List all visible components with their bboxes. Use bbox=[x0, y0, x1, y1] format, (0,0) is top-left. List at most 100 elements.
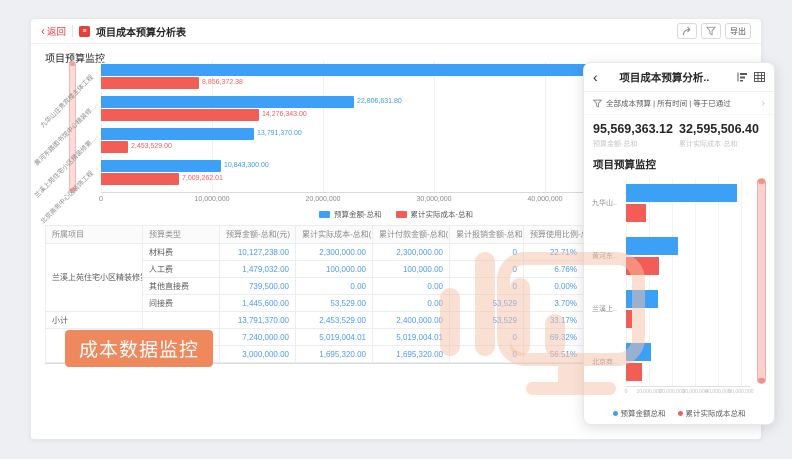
legend-label: 预算金额-总和 bbox=[334, 210, 382, 219]
actual-cost-bar[interactable] bbox=[626, 257, 659, 275]
project-cell: 小计 bbox=[45, 311, 143, 329]
bar-value-label: 22,806,631.80 bbox=[357, 98, 402, 105]
report-form-icon: ≡ bbox=[79, 25, 91, 37]
scrollbar-cap-top[interactable] bbox=[70, 62, 75, 66]
chart-vertical-scrollbar[interactable] bbox=[69, 61, 76, 193]
stat-label: 预算金额·总和 bbox=[593, 141, 638, 148]
value-cell: 2,453,529.00 bbox=[295, 311, 373, 329]
budget-bar[interactable] bbox=[626, 343, 651, 361]
grid-icon bbox=[754, 72, 765, 82]
panel-title: 项目成本预算分析.. bbox=[619, 71, 710, 84]
scrollbar-cap-top[interactable] bbox=[758, 179, 765, 184]
bar-value-label: 14,276,343.00 bbox=[262, 111, 307, 118]
panel-back-button[interactable]: ‹ bbox=[593, 69, 598, 85]
back-button[interactable]: ‹ 返回 bbox=[41, 23, 67, 39]
actual-cost-bar[interactable] bbox=[101, 77, 199, 89]
stat-value: 32,595,506.40 bbox=[679, 122, 759, 136]
chart-gridline bbox=[212, 61, 213, 192]
value-cell: 53,529 bbox=[449, 294, 524, 312]
value-cell: 13,791,370.00 bbox=[219, 311, 296, 329]
value-cell: 0 bbox=[449, 243, 524, 261]
x-axis-tick-label: 50,000,000 bbox=[728, 389, 754, 395]
budget-bar[interactable] bbox=[101, 128, 254, 140]
stat-value: 95,569,363.12 bbox=[593, 122, 673, 136]
budget-type-cell: 其他直接费 bbox=[142, 277, 220, 295]
chart-gridline bbox=[434, 61, 435, 192]
actual-cost-bar[interactable] bbox=[101, 141, 128, 153]
budget-bar[interactable] bbox=[626, 237, 678, 255]
budget-type-cell: 材料费 bbox=[142, 243, 220, 261]
value-cell: 2,400,000.00 bbox=[372, 311, 450, 329]
chart-gridline bbox=[741, 178, 742, 386]
filter-button[interactable] bbox=[701, 23, 721, 39]
bar-value-label: 10,843,300.00 bbox=[224, 162, 269, 169]
column-header: 预算金额-总和(元) bbox=[219, 225, 296, 244]
budget-bar[interactable] bbox=[101, 96, 354, 108]
category-label: 黄河东.. bbox=[592, 253, 617, 260]
actual-cost-bar[interactable] bbox=[626, 363, 642, 381]
budget-type-cell: 间接费 bbox=[142, 294, 220, 312]
budget-bar[interactable] bbox=[101, 64, 635, 76]
budget-bar[interactable] bbox=[626, 184, 737, 202]
back-label: 返回 bbox=[47, 27, 67, 38]
value-cell: 0 bbox=[449, 345, 524, 363]
value-cell: 10,127,238.00 bbox=[219, 243, 296, 261]
chevron-left-icon: ‹ bbox=[41, 23, 45, 38]
chart-gridline bbox=[649, 178, 650, 386]
actual-cost-bar[interactable] bbox=[101, 109, 259, 121]
stat-label: 累计实际成本·总和 bbox=[679, 141, 738, 148]
legend-dot bbox=[677, 411, 683, 416]
divider bbox=[72, 25, 74, 37]
table-row: 兰溪上苑住宅小区精装修第...材料费10,127,238.002,300,000… bbox=[45, 243, 584, 312]
filter-icon bbox=[706, 26, 716, 36]
value-cell: 56.51% bbox=[523, 345, 584, 363]
actual-cost-bar[interactable] bbox=[626, 204, 646, 222]
bar-value-label: 13,791,370.00 bbox=[257, 130, 302, 137]
column-header: 预算使用比例-总和(%) bbox=[523, 225, 584, 244]
share-button[interactable] bbox=[677, 23, 697, 39]
cost-monitor-badge: 成本数据监控 bbox=[65, 330, 214, 367]
scrollbar-cap-bottom[interactable] bbox=[758, 378, 765, 383]
mobile-preview-panel: ‹ 项目成本预算分析.. 全部成本预算 | 所有时间 | 等于已通过 › 95,… bbox=[583, 62, 775, 425]
bar-value-label: 8,856,372.38 bbox=[202, 79, 243, 86]
chart-gridline bbox=[695, 178, 696, 386]
actual-cost-bar[interactable] bbox=[626, 310, 632, 328]
x-axis-tick-label: 20,000,000 bbox=[659, 389, 685, 395]
stat-budget-total: 95,569,363.12 预算金额·总和 bbox=[593, 122, 679, 149]
panel-bar-chart: 0 10,000,000 20,000,000 30,000,000 40,000,00… bbox=[592, 176, 766, 404]
x-axis-tick-label: 0 bbox=[624, 389, 628, 395]
value-cell: 0.00 bbox=[372, 277, 450, 295]
legend-item[interactable]: 累计实际成本总和 bbox=[677, 408, 746, 419]
legend-item[interactable]: 累计实际成本-总和 bbox=[395, 209, 473, 220]
x-axis-line bbox=[101, 192, 747, 193]
chevron-right-icon[interactable]: › bbox=[761, 97, 765, 109]
table-view-button[interactable] bbox=[754, 72, 765, 82]
value-cell: 0 bbox=[449, 277, 524, 295]
budget-bar[interactable] bbox=[101, 160, 221, 172]
legend-item[interactable]: 预算金额-总和 bbox=[319, 209, 382, 220]
panel-chart-scrollbar[interactable] bbox=[757, 178, 766, 384]
legend-swatch bbox=[319, 211, 330, 218]
column-header: 累计实际成本-总和(元) bbox=[295, 225, 373, 244]
toolbar: ‹ 返回 ≡ 项目成本预算分析表 导出 bbox=[31, 19, 761, 44]
budget-bar[interactable] bbox=[626, 290, 658, 308]
actual-cost-bar[interactable] bbox=[101, 173, 179, 185]
scrollbar-cap-bottom[interactable] bbox=[70, 188, 75, 192]
list-view-button[interactable] bbox=[737, 72, 748, 82]
value-cell: 33.17% bbox=[523, 311, 584, 329]
legend-label: 累计实际成本总和 bbox=[685, 409, 746, 418]
panel-filter-bar[interactable]: 全部成本预算 | 所有时间 | 等于已通过 › bbox=[584, 92, 774, 115]
report-title: 项目成本预算分析表 bbox=[96, 27, 187, 39]
stat-actual-total: 32,595,506.40 累计实际成本·总和 bbox=[679, 122, 765, 149]
column-header: 预算类型 bbox=[142, 225, 220, 244]
panel-plot-area: 0 10,000,000 20,000,000 30,000,000 40,000,00… bbox=[592, 176, 766, 404]
category-label: 九华山.. bbox=[592, 200, 617, 207]
value-cell: 53,529 bbox=[449, 311, 524, 329]
legend-item[interactable]: 预算金额总和 bbox=[612, 408, 666, 419]
chart-gridline bbox=[718, 178, 719, 386]
value-cell: 1,695,320.00 bbox=[295, 345, 373, 363]
export-button[interactable]: 导出 bbox=[725, 23, 751, 39]
chart-gridline bbox=[323, 61, 324, 192]
value-cell: 739,500.00 bbox=[219, 277, 296, 295]
